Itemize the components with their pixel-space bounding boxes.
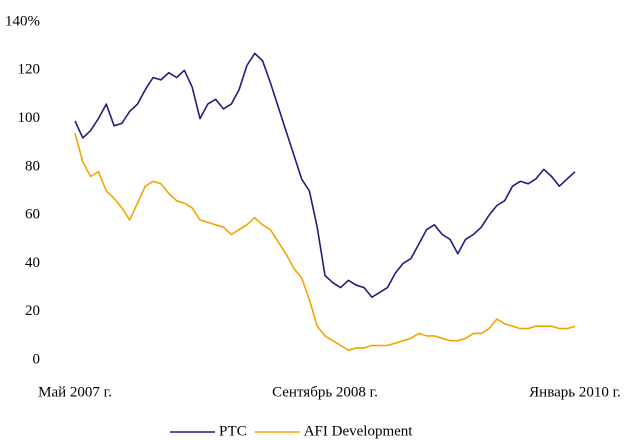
y-tick-label: 120 <box>18 62 41 78</box>
x-tick-label: Январь 2010 г. <box>529 384 621 400</box>
legend-label: РТС <box>219 423 247 439</box>
x-tick-label: Сентябрь 2008 г. <box>272 384 378 400</box>
legend-label: AFI Development <box>304 423 414 439</box>
y-tick-label: 140% <box>5 13 40 29</box>
y-tick-label: 60 <box>25 207 40 223</box>
series-line <box>74 52 576 298</box>
y-tick-label: 40 <box>25 255 40 271</box>
x-tick-label: Май 2007 г. <box>38 384 112 400</box>
series-line <box>74 132 576 352</box>
y-tick-label: 100 <box>18 110 41 126</box>
y-tick-label: 0 <box>33 351 41 367</box>
y-tick-label: 20 <box>25 303 40 319</box>
y-tick-label: 80 <box>25 158 40 174</box>
